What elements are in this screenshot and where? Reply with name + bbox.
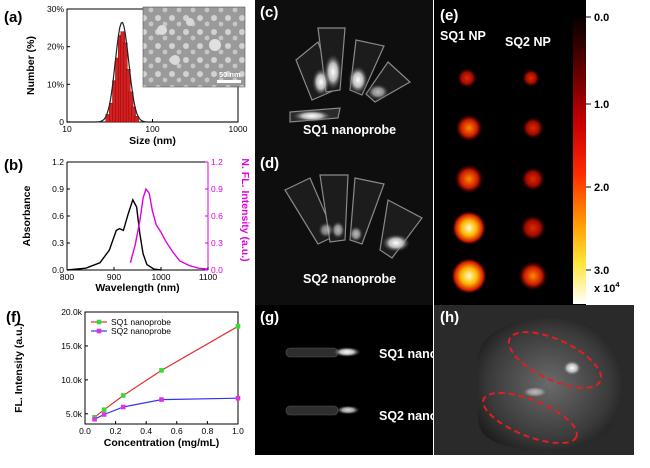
- series-line: [94, 325, 239, 418]
- y-tick-label: 10.0k: [61, 375, 83, 385]
- colorbar-tick: 2.0: [594, 182, 609, 194]
- y-tick-label: 0: [59, 117, 64, 127]
- hotspot: [562, 360, 582, 376]
- x-tick-label: 900: [107, 272, 121, 282]
- scale-bar: [217, 80, 241, 83]
- y-tick-label: 0.3: [52, 238, 64, 248]
- panel-e-image: [434, 0, 586, 305]
- data-point: [159, 397, 164, 402]
- colorbar-ticks: 0.0 1.0 2.0 3.0 x 104: [586, 12, 620, 295]
- x-axis-label: Concentration (mg/mL): [104, 437, 220, 449]
- panel-b-label: (b): [4, 157, 23, 174]
- y-right-tick-label: 0.3: [211, 238, 223, 248]
- colorbar-multiplier-text: x 10: [594, 283, 615, 295]
- colorbar-multiplier: x 104: [594, 280, 620, 295]
- plot-frame: [84, 311, 239, 425]
- y-right-tick-label: 0.9: [211, 184, 223, 194]
- colorbar: [573, 14, 586, 304]
- x-tick-label: 1000: [152, 272, 171, 282]
- y-tick-label: 0.6: [52, 211, 64, 221]
- legend-marker: [96, 328, 102, 334]
- x-tick-label: 800: [60, 272, 74, 282]
- tem-inset: 50 nm: [142, 6, 246, 88]
- y-tick-label: 30%: [47, 4, 64, 14]
- y-tick-label: 0.0: [52, 265, 64, 275]
- y-right-tick-label: 0.6: [211, 211, 223, 221]
- x-tick-label: 1100: [199, 272, 218, 282]
- tube-g-sq1: [285, 347, 361, 358]
- roi-ellipse-sq1: [507, 331, 603, 389]
- tube-fluorescence-d: [318, 221, 410, 252]
- x-tick-label: 0.4: [140, 426, 152, 436]
- y-tick-label: 5.0k: [66, 409, 83, 419]
- x-tick-label: 1.0: [232, 426, 244, 436]
- y-tick-label: 15.0k: [61, 341, 83, 351]
- colorbar-tick: 1.0: [594, 99, 609, 111]
- x-tick-label: 1000: [229, 124, 248, 134]
- panel-e-col1: SQ1 NP: [440, 29, 486, 43]
- y-axis-label: Absorbance: [21, 186, 33, 247]
- colorbar-tick: 0.0: [594, 12, 609, 24]
- y-tick-label: 1.2: [52, 157, 64, 167]
- series-line: [66, 198, 162, 271]
- panel-g-image: [255, 305, 433, 455]
- y-tick-label: 20%: [47, 42, 64, 52]
- y-right-tick-label: 1.2: [211, 157, 223, 167]
- x-tick-label: 0.6: [171, 426, 183, 436]
- panel-c-label: (c): [260, 4, 278, 21]
- x-axis-label: Wavelength (nm): [95, 282, 179, 294]
- y-axis-label: Number (%): [25, 36, 37, 95]
- x-tick-label: 0.0: [79, 426, 91, 436]
- histogram-bar: [134, 116, 139, 123]
- roi-ellipse-sq2: [482, 391, 578, 445]
- data-point: [235, 395, 241, 401]
- spot-column-sq1: [451, 68, 487, 294]
- panel-f-label: (f): [6, 309, 21, 326]
- data-point: [235, 323, 241, 329]
- series-line: [129, 187, 209, 270]
- colorbar-tick: 3.0: [594, 265, 609, 277]
- panel-d-caption: SQ2 nanoprobe: [303, 272, 396, 286]
- y-right-tick-label: 0.0: [211, 265, 223, 275]
- data-point: [120, 393, 126, 398]
- legend-label: SQ2 nanoprobe: [111, 326, 171, 336]
- tube-fluorescence-c: [292, 54, 389, 122]
- data-point: [101, 412, 107, 417]
- data-point: [101, 407, 107, 413]
- panel-g-label: (g): [260, 309, 279, 326]
- y-tick-label: 0.9: [52, 184, 64, 194]
- x-tick-label: 100: [145, 124, 159, 134]
- data-point: [120, 404, 126, 410]
- spot-column-sq2: [518, 69, 548, 291]
- panel-c-caption: SQ1 nanoprobe: [303, 123, 396, 137]
- legend-label: SQ1 nanoprobe: [111, 317, 171, 327]
- data-point: [92, 416, 97, 422]
- x-tick-label: 0.2: [110, 426, 122, 436]
- scale-bar-label: 50 nm: [219, 70, 241, 79]
- y-axis-label: FL. Intensity (a.u.): [13, 323, 25, 413]
- x-tick-label: 0.8: [201, 426, 213, 436]
- panel-e-label: (e): [440, 7, 458, 24]
- x-tick-label: 10: [62, 124, 72, 134]
- panel-d-label: (d): [260, 155, 279, 172]
- hotspot: [521, 386, 549, 398]
- y-tick-label: 20.0k: [61, 307, 83, 317]
- x-axis-label: Size (nm): [129, 135, 176, 147]
- panel-e-col2: SQ2 NP: [505, 35, 551, 49]
- mouse-silhouette: [477, 318, 622, 451]
- colorbar-exponent: 4: [615, 280, 620, 289]
- histogram-bar: [131, 106, 136, 123]
- data-point: [159, 368, 164, 373]
- y-tick-label: 10%: [47, 79, 64, 89]
- panel-a-label: (a): [4, 9, 22, 26]
- size-distribution-chart: 10 100 1000 0 10% 20% 30% Size (nm) Number (%): [25, 4, 248, 147]
- concentration-chart: 0.0 0.2 0.4 0.6 0.8 1.0 5.0k 10.0k 15.0k 20.0k SQ1…: [13, 307, 244, 449]
- panel-h-label: (h): [440, 309, 459, 326]
- tube-g-sq2: [285, 405, 360, 416]
- legend-marker: [96, 319, 102, 325]
- y-right-axis-label: N. FL. Intensity (a.u.): [239, 158, 251, 261]
- absorbance-fluorescence-chart: 800 900 1000 11000.00.30.60.91.20.00.30.60.…: [21, 157, 251, 294]
